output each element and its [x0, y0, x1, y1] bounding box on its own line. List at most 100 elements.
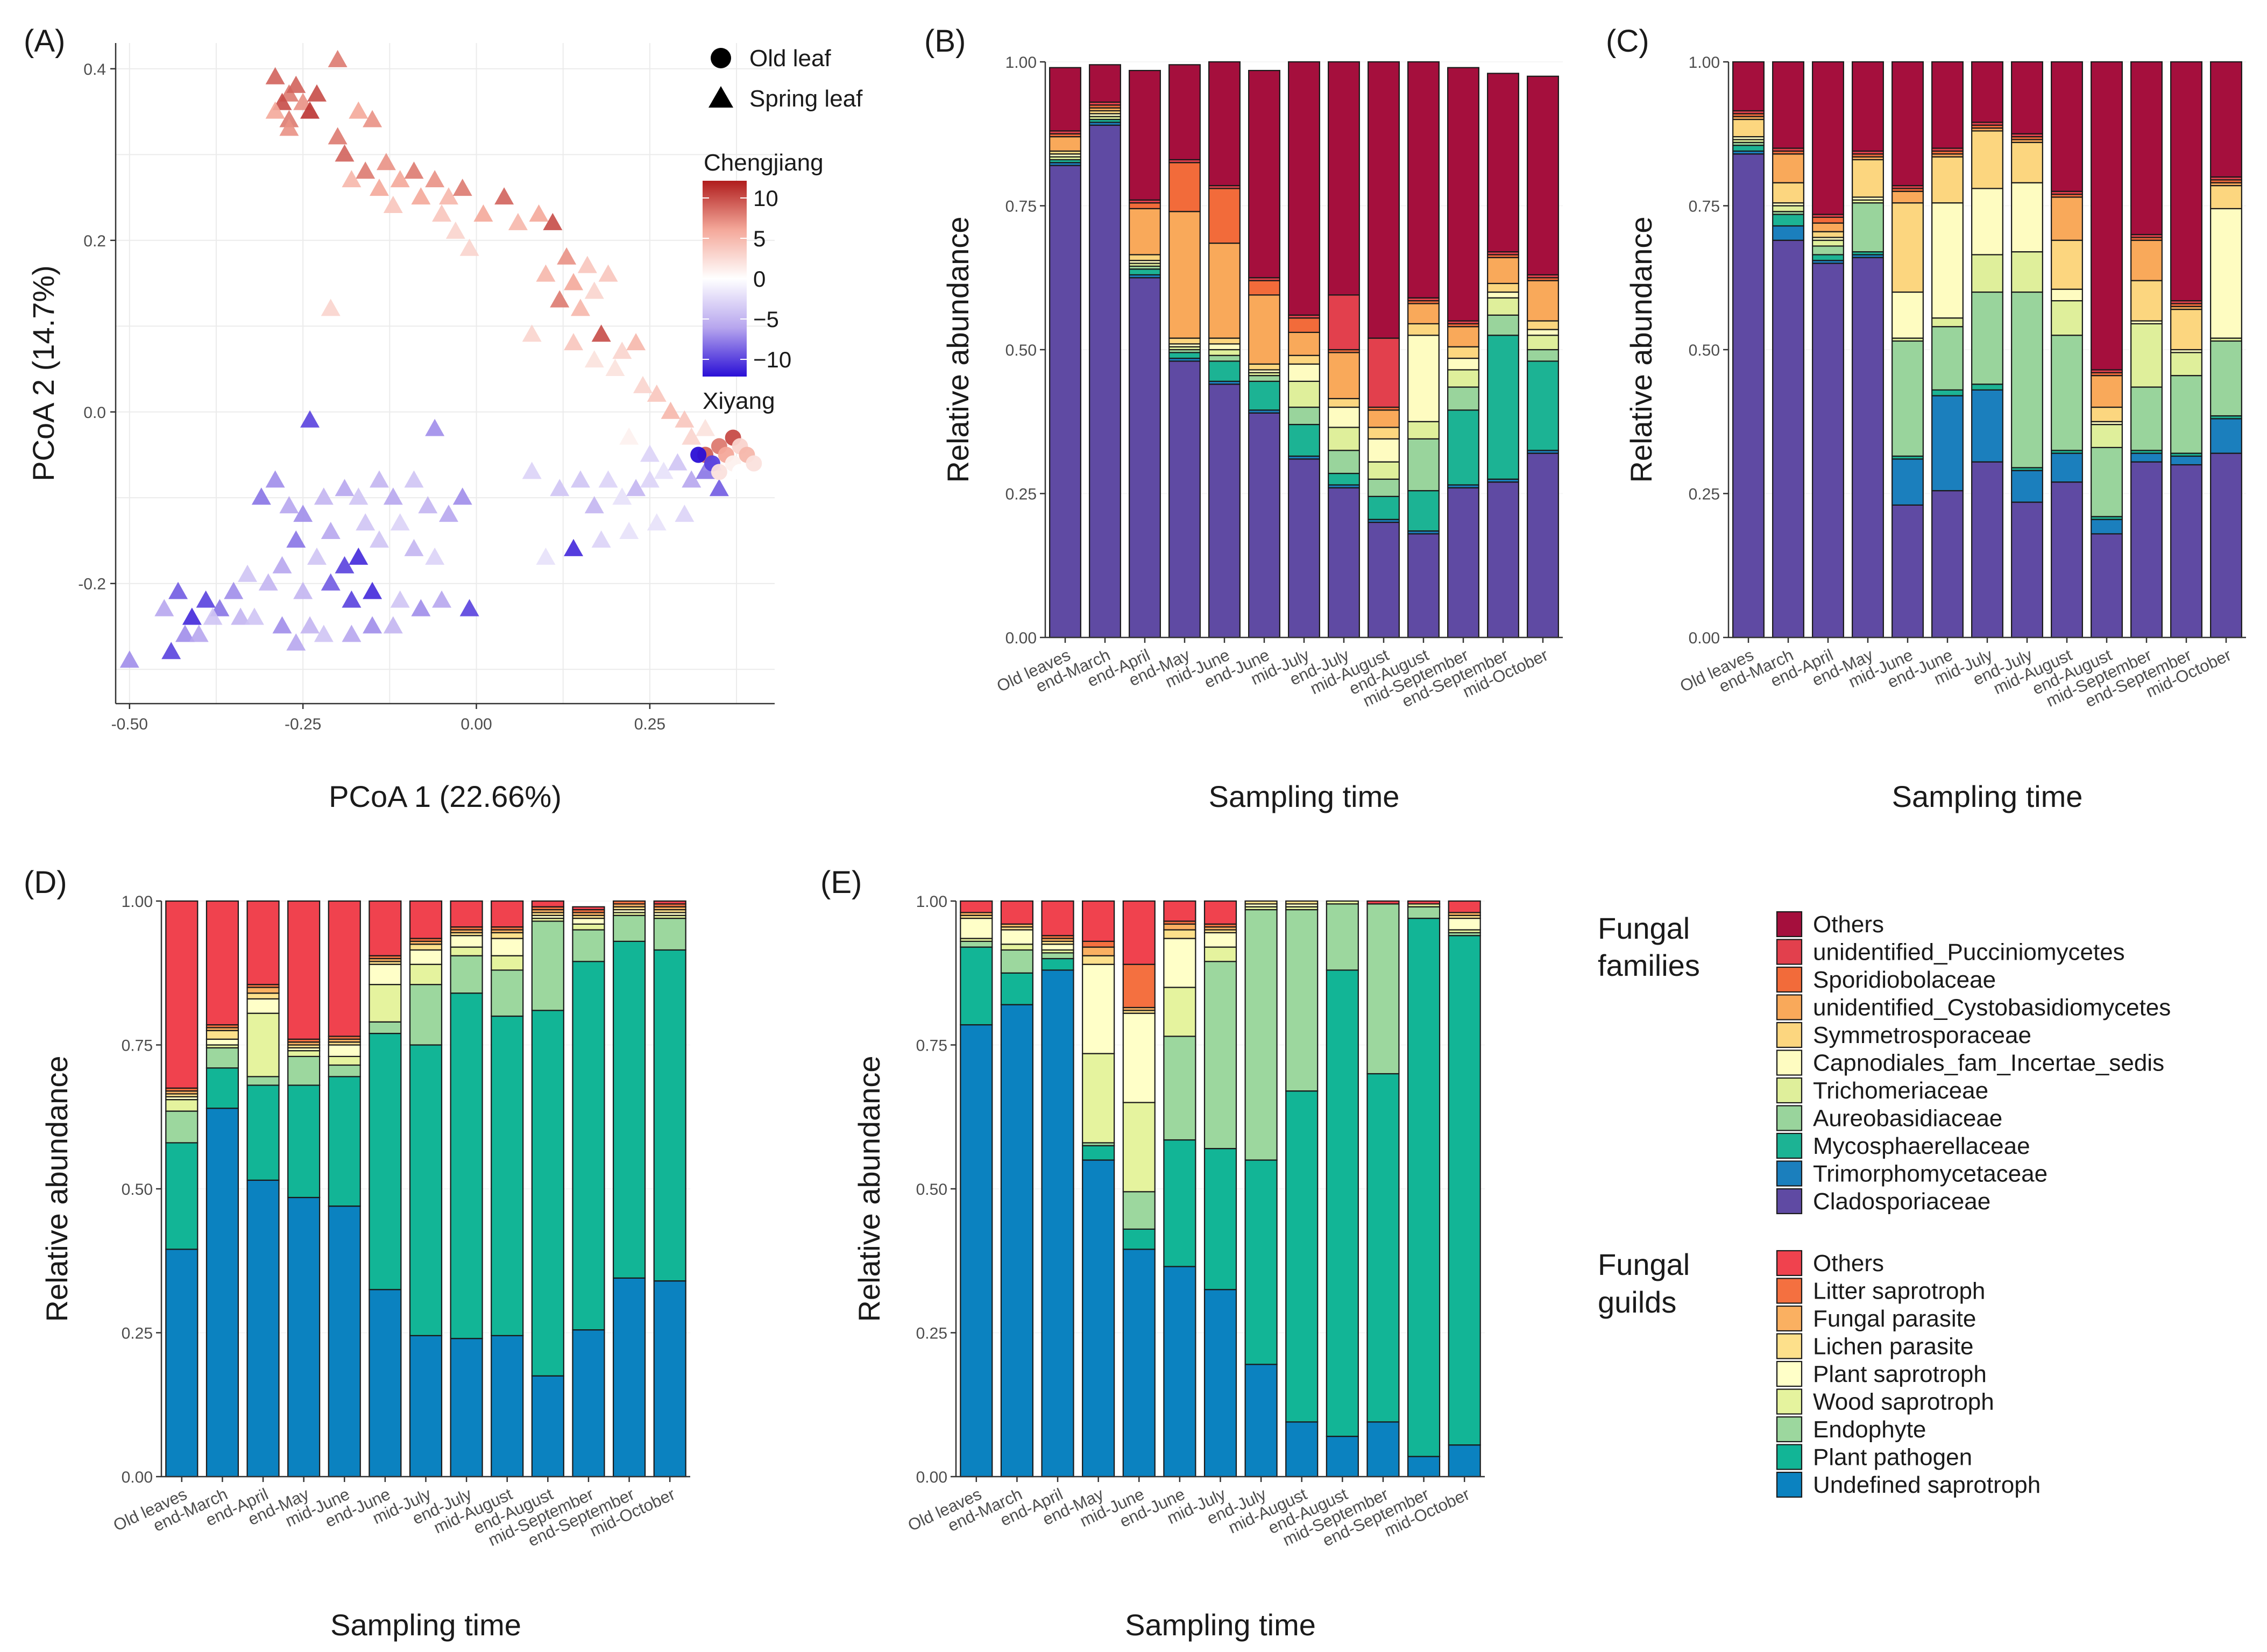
- spring-leaf-point: [307, 84, 327, 102]
- legend-item-label: Plant saprotroph: [1813, 1361, 1987, 1387]
- bar-column: [1203, 900, 1237, 1478]
- bar-segment: [1082, 940, 1115, 948]
- bar-segment: [1122, 1102, 1156, 1193]
- bar-segment: [1812, 239, 1844, 247]
- legend-swatch: [1776, 1360, 1803, 1387]
- bar-segment: [960, 917, 993, 939]
- legend-swatch: [1776, 1050, 1803, 1076]
- panel-d-guild-bars: Old leavesend-Marchend-Aprilend-Maymid-J…: [24, 865, 690, 1642]
- bar-segment: [1366, 1073, 1400, 1423]
- bar-segment: [572, 917, 605, 925]
- bar-segment: [2091, 423, 2123, 448]
- bar-column: [2130, 61, 2163, 639]
- bar-segment: [1000, 972, 1034, 1005]
- bar-segment: [165, 900, 199, 1089]
- bar-segment: [1447, 346, 1479, 359]
- bar-column: [1089, 64, 1121, 639]
- legend-item-label: Lichen parasite: [1813, 1334, 1973, 1360]
- bar-segment: [1168, 352, 1201, 359]
- bar-segment: [1326, 969, 1359, 1437]
- spring-leaf-point: [709, 479, 729, 497]
- bar-segment: [287, 1050, 321, 1057]
- bar-segment: [450, 946, 483, 956]
- spring-leaf-point: [349, 101, 369, 119]
- spring-leaf-point: [445, 221, 465, 239]
- spring-leaf-point: [300, 616, 320, 634]
- spring-leaf-point: [265, 470, 285, 488]
- bar-segment: [206, 1030, 239, 1040]
- y-tick-label: 0.2: [83, 232, 106, 250]
- spring-leaf-point: [383, 616, 403, 634]
- bar-segment: [1168, 337, 1201, 345]
- bar-segment: [1163, 938, 1196, 988]
- spring-leaf-point: [591, 530, 611, 548]
- bar-segment: [328, 1064, 361, 1077]
- bar-segment: [1971, 291, 2003, 385]
- y-axis-title: Relative abundance: [941, 216, 975, 483]
- legend-swatch: [1776, 1250, 1803, 1277]
- spring-leaf-point: [550, 290, 570, 308]
- bar-segment: [409, 963, 443, 985]
- bar-segment: [1812, 231, 1844, 238]
- bar-segment: [1208, 384, 1241, 639]
- bar-segment: [1163, 929, 1196, 939]
- bar-segment: [1487, 73, 1519, 253]
- guilds-legend-title-line2: guilds: [1598, 1285, 1676, 1319]
- spring-leaf-point: [647, 513, 667, 531]
- old-leaf-legend-label: Old leaf: [749, 45, 831, 72]
- spring-leaf-point: [293, 505, 313, 522]
- families-legend-title-line1: Fungal: [1598, 911, 1690, 945]
- bar-segment: [491, 938, 524, 956]
- y-tick-label: 0.75: [122, 1037, 153, 1055]
- y-tick-label: 0.00: [1689, 629, 1720, 647]
- bar-segment: [612, 1277, 646, 1478]
- bar-column: [1772, 61, 1804, 639]
- spring-leaf-point: [626, 333, 646, 351]
- bar-segment: [1288, 363, 1320, 382]
- bar-segment: [1129, 208, 1161, 256]
- bar-segment: [1447, 409, 1479, 486]
- bar-segment: [1244, 1159, 1278, 1365]
- bar-segment: [1041, 944, 1074, 951]
- spring-leaf-point: [363, 582, 382, 599]
- bar-segment: [491, 1335, 524, 1478]
- bar-segment: [531, 1010, 564, 1377]
- x-axis-title: Sampling time: [1125, 1608, 1316, 1642]
- bar-segment: [1285, 900, 1319, 905]
- bar-segment: [2130, 280, 2163, 322]
- bar-segment: [1285, 1421, 1319, 1478]
- legend-item-label: Wood saprotroph: [1813, 1389, 1994, 1415]
- bar-column: [2011, 61, 2043, 639]
- y-axis-title: Relative abundance: [40, 1055, 74, 1322]
- bar-segment: [165, 1099, 199, 1112]
- spring-leaf-point: [321, 299, 341, 316]
- bar-segment: [328, 1055, 361, 1066]
- bar-column: [246, 900, 280, 1478]
- bar-segment: [1129, 268, 1161, 276]
- spring-leaf-point: [154, 599, 174, 616]
- bar-segment: [409, 900, 443, 939]
- bar-segment: [2051, 300, 2083, 336]
- bar-column: [1163, 900, 1196, 1478]
- bar-segment: [206, 900, 239, 1026]
- bar-column: [165, 900, 199, 1478]
- bar-segment: [1208, 343, 1241, 351]
- bar-segment: [1448, 900, 1481, 913]
- bar-segment: [1129, 277, 1161, 639]
- spring-leaf-point: [404, 470, 424, 488]
- spring-leaf-point: [564, 333, 584, 351]
- bar-segment: [1122, 1012, 1156, 1103]
- bar-segment: [1971, 254, 2003, 293]
- legend-swatch: [1776, 994, 1803, 1020]
- old-leaf-point: [690, 446, 707, 463]
- y-tick-label: 1.00: [916, 893, 947, 911]
- bar-segment: [328, 1044, 361, 1057]
- spring-leaf-point: [633, 375, 653, 393]
- legend-swatch: [1776, 1132, 1803, 1159]
- bar-segment: [653, 917, 686, 951]
- gradient-colorbar: [703, 181, 747, 377]
- bar-segment: [1812, 216, 1844, 224]
- gradient-legend: Chengjiang 10 5 0 −5 −10 Xiyang: [703, 150, 824, 414]
- x-axis-title: Sampling time: [1209, 779, 1400, 813]
- bar-segment: [1527, 280, 1559, 322]
